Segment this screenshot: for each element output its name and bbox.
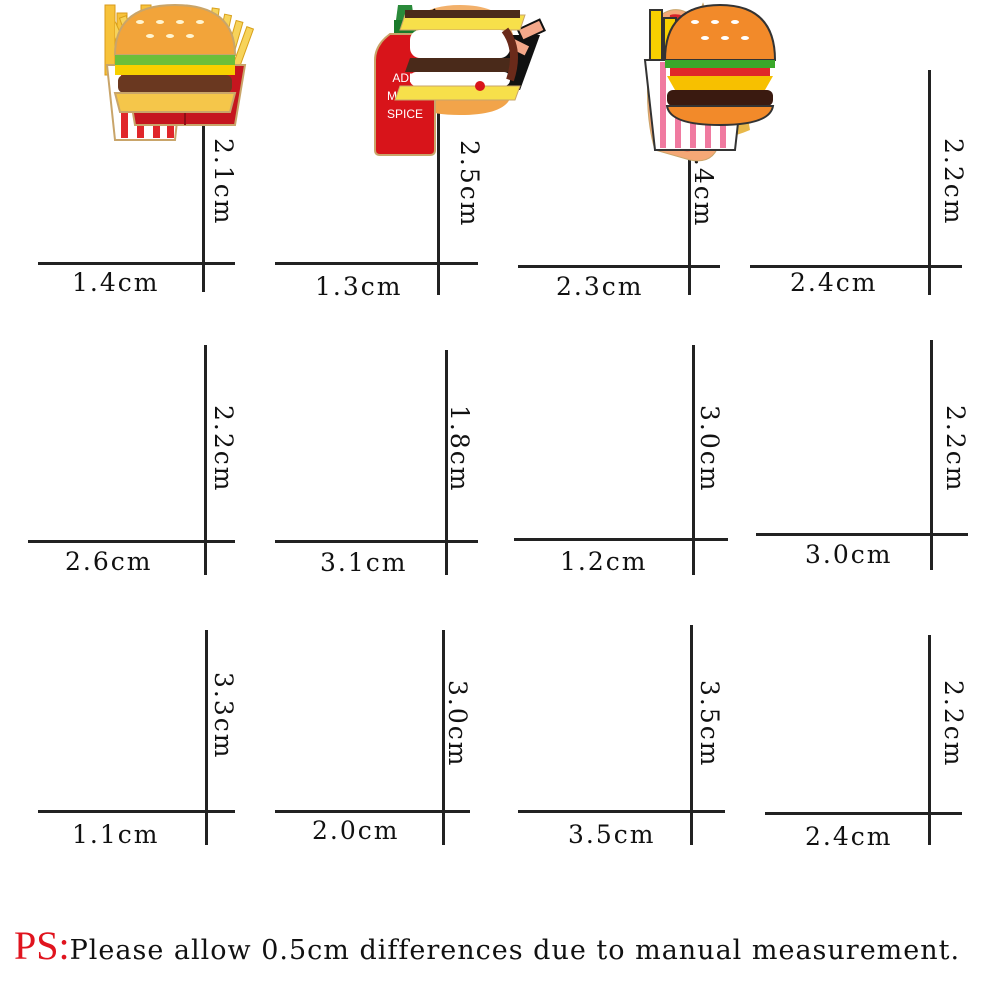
width-label: 2.4cm (805, 822, 893, 851)
height-label: 2.1cm (209, 138, 238, 226)
width-label: 3.5cm (568, 820, 656, 849)
height-line (692, 345, 695, 575)
height-label: 3.0cm (443, 680, 472, 768)
height-label: 3.0cm (695, 405, 724, 493)
width-label: 1.1cm (72, 820, 160, 849)
height-label: 2.5cm (455, 140, 484, 228)
height-line (688, 78, 691, 295)
height-line (928, 70, 931, 295)
height-line (205, 630, 208, 845)
width-line (518, 810, 725, 813)
width-line (28, 540, 235, 543)
width-label: 3.1cm (320, 548, 408, 577)
width-label: 1.3cm (315, 272, 403, 301)
svg-text:SPICE: SPICE (387, 107, 423, 121)
height-line (442, 630, 445, 845)
width-line (756, 533, 968, 536)
width-line (518, 265, 720, 268)
height-label: 2.2cm (209, 405, 238, 493)
burger-flat-pin-image (110, 0, 240, 124)
height-label: 2.2cm (941, 405, 970, 493)
width-line (750, 265, 962, 268)
height-label: 2.2cm (939, 680, 968, 768)
width-label: 2.0cm (312, 816, 400, 845)
height-label: 3.5cm (695, 680, 724, 768)
width-line (38, 810, 235, 813)
height-line (928, 635, 931, 845)
width-label: 1.2cm (560, 547, 648, 576)
height-line (437, 75, 440, 295)
height-line (930, 340, 933, 570)
height-line (445, 350, 448, 575)
width-line (275, 540, 478, 543)
width-label: 2.3cm (556, 272, 644, 301)
measurement-note: PS:Please allow 0.5cm differences due to… (14, 922, 960, 969)
height-label: 1.8cm (445, 405, 474, 493)
note-text: Please allow 0.5cm differences due to ma… (69, 935, 961, 966)
width-line (38, 262, 235, 265)
smores-pin-image (390, 0, 530, 124)
height-label: 3.3cm (209, 672, 238, 760)
width-line (765, 812, 962, 815)
width-line (275, 262, 478, 265)
height-label: 2.2cm (939, 138, 968, 226)
width-label: 3.0cm (805, 540, 893, 569)
width-line (275, 810, 470, 813)
width-label: 2.6cm (65, 547, 153, 576)
burger-cheese-pin-image (655, 0, 785, 134)
width-label: 1.4cm (72, 268, 160, 297)
note-prefix: PS: (14, 923, 70, 968)
width-label: 2.4cm (790, 268, 878, 297)
width-line (514, 538, 728, 541)
height-line (202, 80, 205, 292)
height-line (690, 625, 693, 845)
height-line (204, 345, 207, 575)
